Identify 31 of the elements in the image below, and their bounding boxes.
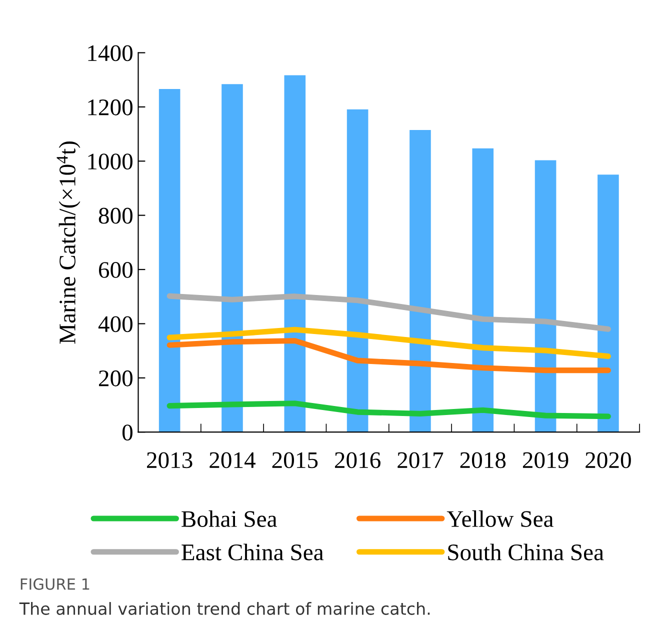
y-tick-label: 1200	[88, 99, 132, 116]
bar	[222, 84, 243, 432]
y-tick-label: 200	[99, 370, 132, 386]
bar	[158, 89, 180, 432]
x-tick-label: 2018	[460, 452, 506, 468]
y-axis-title: Marine Catch/(×10$^{4}$t)	[56, 142, 80, 344]
x-tick-label: 2013	[147, 452, 192, 468]
x-tick-label: 2017	[398, 452, 444, 468]
y-tick-label: 1000	[88, 154, 132, 170]
bar	[346, 109, 368, 432]
x-tick-label: 2015	[272, 452, 318, 468]
x-tick-label: 2019	[522, 452, 568, 468]
legend-label: Bohai Sea	[182, 510, 277, 528]
y-tick-label: 800	[98, 208, 132, 224]
y-tick-label: 1400	[88, 45, 132, 62]
bar	[284, 75, 306, 432]
bar	[598, 174, 619, 432]
x-tick-label: 2014	[210, 452, 256, 468]
legend-label: Yellow Sea	[446, 510, 554, 528]
bar	[534, 160, 556, 432]
legend-label: South China Sea	[448, 544, 604, 560]
y-tick-label: 0	[122, 424, 132, 441]
x-tick-label: 2020	[586, 452, 631, 468]
text: The annual variation trend chart of marine catch.	[19, 602, 430, 615]
x-tick-label: 2016	[334, 452, 380, 468]
bar	[472, 148, 494, 432]
y-tick-label: 600	[98, 262, 132, 278]
y-tick-label: 400	[98, 316, 132, 332]
bar	[410, 130, 431, 432]
legend-label: East China Sea	[182, 544, 324, 560]
caption: FIGURE 1	[20, 578, 90, 590]
